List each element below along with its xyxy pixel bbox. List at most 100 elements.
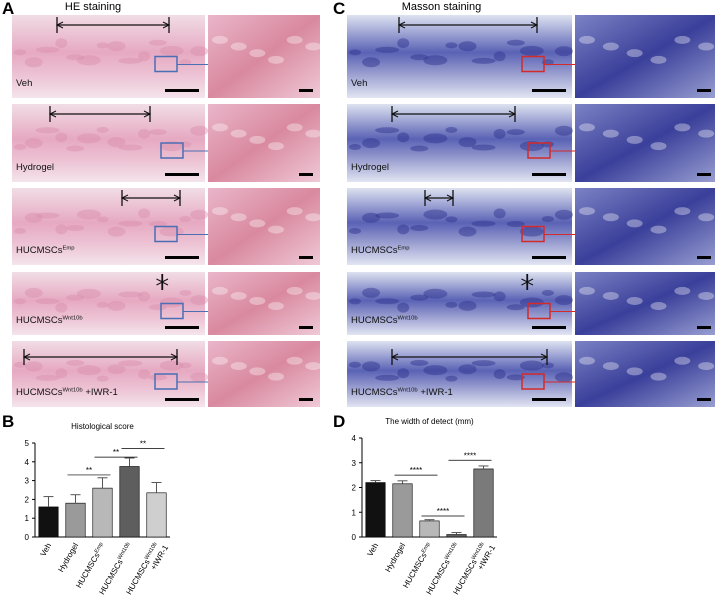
tissue-texture	[55, 302, 68, 313]
tissue-texture	[375, 46, 400, 53]
zoom-texture	[626, 296, 643, 305]
tissue-texture	[397, 302, 410, 313]
tissue-texture	[423, 288, 448, 299]
zoom-texture	[602, 129, 619, 138]
label-text: HUCMSCs	[351, 245, 398, 256]
row-label: HUCMSCsWnt10b	[351, 315, 418, 326]
tissue-texture	[107, 364, 126, 375]
zoom-texture	[650, 142, 667, 151]
label-sup: Wnt10b	[397, 316, 418, 322]
category: Hydrogel	[383, 541, 407, 573]
arrow-head	[156, 278, 164, 286]
tissue-texture	[541, 59, 554, 66]
panel-letter: D	[333, 412, 345, 431]
scale-bar	[299, 326, 313, 329]
tissue-texture	[138, 128, 151, 139]
zoom-texture	[230, 129, 247, 138]
label-text: Hydrogel	[351, 162, 389, 173]
tissue-texture	[410, 145, 429, 152]
tissue-texture	[148, 221, 167, 228]
tissue-texture	[66, 359, 85, 366]
significance-label: ****	[464, 451, 476, 460]
scale-bar	[299, 89, 313, 92]
tissue-texture	[519, 297, 544, 308]
zoom-texture	[268, 372, 284, 381]
zoom-texture	[249, 219, 266, 228]
zoom-image	[575, 272, 715, 335]
category-sup: Wnt10b	[117, 542, 132, 561]
tissue-texture	[107, 137, 126, 148]
arrow-head	[446, 194, 455, 202]
zoom-texture	[602, 213, 619, 222]
tissue-texture	[375, 298, 400, 305]
zoom-texture	[626, 219, 643, 228]
tissue-texture	[362, 287, 381, 298]
label-sup: Wnt10b	[62, 316, 83, 322]
row-label: HUCMSCsWnt10b +IWR-1	[16, 387, 118, 398]
y-tick-label: 5	[25, 439, 30, 448]
y-tick-label: 2	[352, 484, 357, 493]
zoom-texture	[286, 35, 303, 44]
arrow-head	[170, 353, 179, 361]
tissue-texture	[519, 45, 544, 56]
tissue-texture	[24, 212, 43, 223]
tissue-texture	[24, 57, 43, 68]
tissue-texture	[159, 45, 184, 56]
row-label: Hydrogel	[351, 162, 389, 173]
tissue-texture	[423, 133, 448, 144]
label-text: HUCMSCs	[16, 245, 63, 256]
category-sup: Emp	[421, 542, 432, 555]
row-label: HUCMSCsEmp	[351, 245, 410, 256]
tissue-texture	[107, 41, 126, 52]
zoom-texture	[602, 42, 619, 51]
tissue-texture	[24, 361, 43, 372]
y-tick-label: 3	[352, 459, 357, 468]
zoom-image	[208, 104, 320, 182]
tissue-texture	[55, 132, 68, 143]
label-text: HUCMSCs	[16, 315, 63, 326]
significance-label: **	[113, 448, 119, 457]
tissue-texture	[148, 39, 167, 46]
tissue-texture	[35, 374, 60, 381]
tissue-texture	[349, 298, 361, 305]
tissue-texture	[138, 208, 151, 219]
arrow-head	[55, 21, 64, 29]
zoom-texture	[249, 49, 266, 58]
tissue-texture	[96, 301, 109, 308]
tissue-texture	[138, 369, 151, 380]
tissue-texture	[458, 364, 477, 375]
tissue-texture	[493, 291, 506, 302]
zoom-texture	[268, 302, 284, 311]
bar	[119, 466, 140, 538]
scale-bar	[532, 173, 566, 176]
tissue-texture	[506, 304, 525, 311]
tissue-texture	[24, 138, 43, 149]
row-label: HUCMSCsWnt10b	[16, 315, 83, 326]
y-tick-label: 4	[25, 458, 30, 467]
panel-letter: C	[333, 0, 345, 18]
tissue-texture	[96, 126, 109, 133]
arrow-head	[162, 21, 171, 29]
tissue-texture	[138, 51, 151, 62]
arrow-head	[521, 278, 529, 286]
tissue-texture	[445, 42, 458, 49]
tissue-texture	[118, 360, 143, 367]
arrow-head	[530, 21, 539, 29]
label-suffix: +IWR-1	[83, 387, 118, 398]
tissue-texture	[66, 225, 85, 232]
tissue-texture	[458, 300, 477, 311]
tissue-texture	[554, 209, 573, 220]
y-tick-label: 2	[25, 495, 30, 504]
arrow-head	[397, 21, 406, 29]
zoom-texture	[650, 55, 667, 64]
panel-letter: A	[2, 0, 14, 18]
zoom-texture	[230, 362, 247, 371]
zoom-texture	[674, 207, 691, 216]
y-tick-label: 4	[352, 434, 357, 443]
tissue-texture	[24, 287, 43, 298]
zoom-image	[575, 15, 715, 98]
scale-bar	[532, 398, 566, 401]
tissue-texture	[458, 41, 477, 52]
tissue-texture	[179, 289, 192, 296]
